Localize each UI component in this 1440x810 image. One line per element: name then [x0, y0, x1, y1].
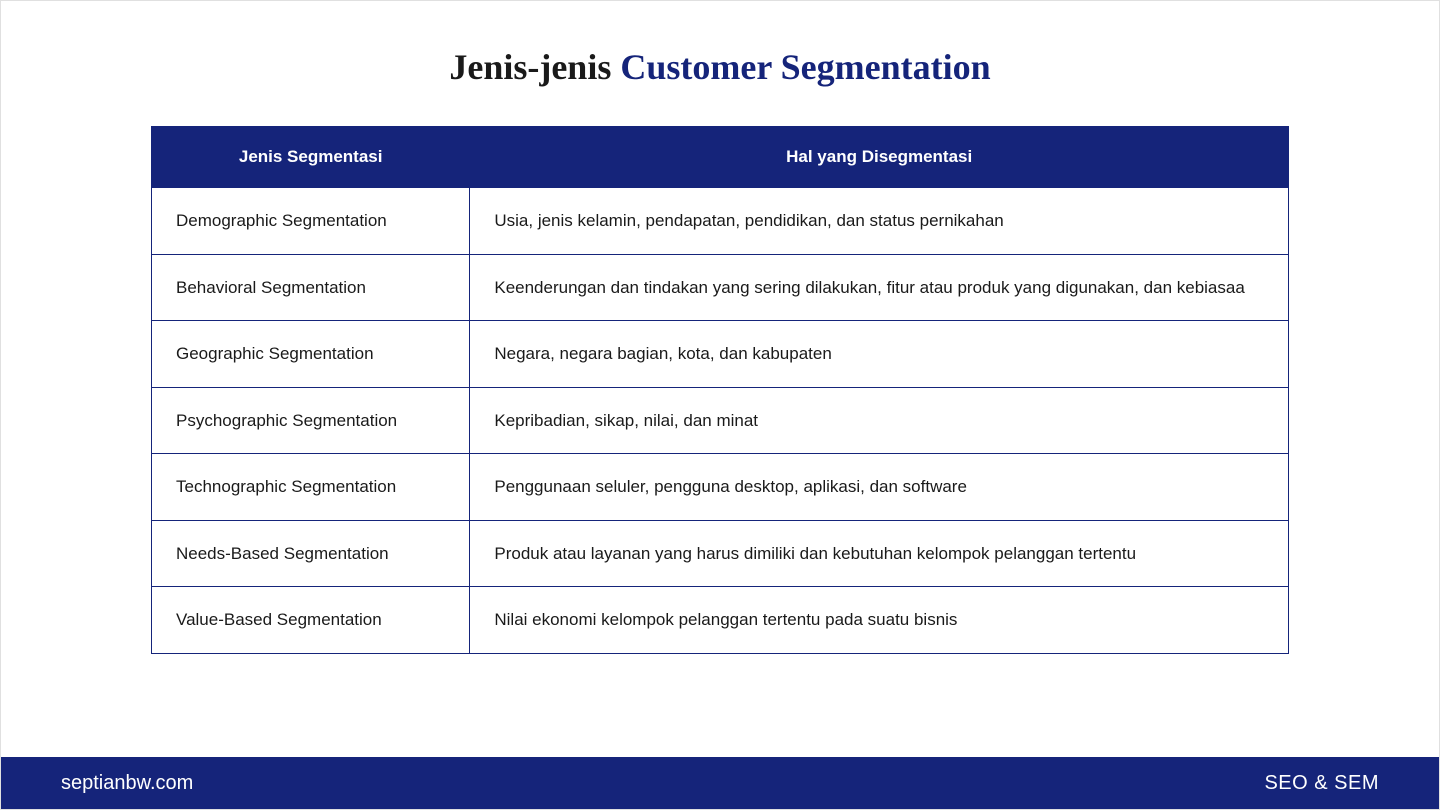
cell-type: Demographic Segmentation [152, 188, 470, 255]
cell-type: Psychographic Segmentation [152, 387, 470, 454]
segmentation-table: Jenis Segmentasi Hal yang Disegmentasi D… [151, 126, 1289, 654]
cell-type: Needs-Based Segmentation [152, 520, 470, 587]
cell-desc: Negara, negara bagian, kota, dan kabupat… [470, 321, 1289, 388]
cell-desc: Keenderungan dan tindakan yang sering di… [470, 254, 1289, 321]
cell-desc: Nilai ekonomi kelompok pelanggan tertent… [470, 587, 1289, 654]
cell-type: Behavioral Segmentation [152, 254, 470, 321]
title-part2: Customer Segmentation [620, 47, 990, 87]
cell-desc: Penggunaan seluler, pengguna desktop, ap… [470, 454, 1289, 521]
table-header-col1: Jenis Segmentasi [152, 127, 470, 188]
cell-type: Value-Based Segmentation [152, 587, 470, 654]
footer-site: septianbw.com [61, 772, 193, 795]
cell-desc: Produk atau layanan yang harus dimiliki … [470, 520, 1289, 587]
cell-type: Geographic Segmentation [152, 321, 470, 388]
cell-desc: Kepribadian, sikap, nilai, dan minat [470, 387, 1289, 454]
title-part1: Jenis-jenis [449, 47, 620, 87]
table-row: Value-Based Segmentation Nilai ekonomi k… [152, 587, 1289, 654]
table-body: Demographic Segmentation Usia, jenis kel… [152, 188, 1289, 654]
table-row: Behavioral Segmentation Keenderungan dan… [152, 254, 1289, 321]
table-row: Needs-Based Segmentation Produk atau lay… [152, 520, 1289, 587]
table-row: Psychographic Segmentation Kepribadian, … [152, 387, 1289, 454]
table-row: Demographic Segmentation Usia, jenis kel… [152, 188, 1289, 255]
cell-type: Technographic Segmentation [152, 454, 470, 521]
footer-category: SEO & SEM [1264, 772, 1379, 795]
table-row: Technographic Segmentation Penggunaan se… [152, 454, 1289, 521]
page-title: Jenis-jenis Customer Segmentation [151, 46, 1289, 88]
table-header-col2: Hal yang Disegmentasi [470, 127, 1289, 188]
footer-bar: septianbw.com SEO & SEM [1, 757, 1439, 809]
main-content: Jenis-jenis Customer Segmentation Jenis … [1, 1, 1439, 654]
cell-desc: Usia, jenis kelamin, pendapatan, pendidi… [470, 188, 1289, 255]
table-header-row: Jenis Segmentasi Hal yang Disegmentasi [152, 127, 1289, 188]
table-row: Geographic Segmentation Negara, negara b… [152, 321, 1289, 388]
